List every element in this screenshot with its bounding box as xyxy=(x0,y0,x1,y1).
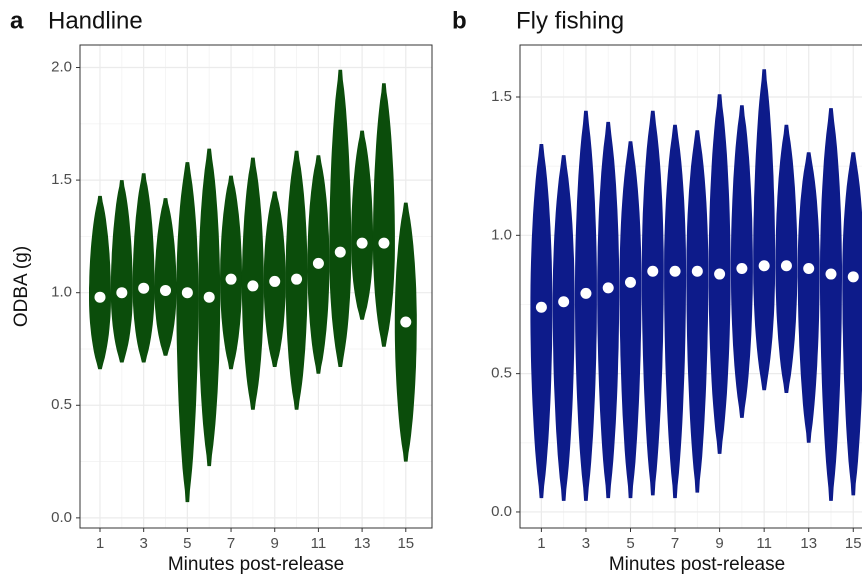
mean-point xyxy=(558,296,570,308)
violin xyxy=(351,130,374,320)
mean-point xyxy=(624,276,636,288)
y-tick-label: 0.0 xyxy=(491,503,512,520)
violin xyxy=(220,175,242,370)
violin xyxy=(664,124,686,499)
mean-point xyxy=(803,263,815,275)
mean-point xyxy=(94,291,106,303)
x-tick-label: 1 xyxy=(537,535,545,552)
mean-point xyxy=(691,265,703,277)
mean-point xyxy=(669,265,681,277)
violin xyxy=(597,121,620,499)
x-axis-title: Minutes post-release xyxy=(609,554,785,575)
violin xyxy=(89,195,111,370)
y-tick-label: 0.5 xyxy=(51,396,72,413)
mean-point xyxy=(225,273,237,285)
y-tick-label: 1.5 xyxy=(51,171,72,188)
plot-border xyxy=(519,44,862,529)
violin xyxy=(329,69,352,368)
chart-title: Fly fishing xyxy=(516,7,624,34)
x-tick-label: 11 xyxy=(756,535,772,552)
mean-point xyxy=(400,316,412,328)
mean-point xyxy=(356,237,368,249)
x-tick-label: 15 xyxy=(397,535,414,552)
violin xyxy=(198,148,221,467)
mean-point xyxy=(269,275,281,287)
x-tick-label: 7 xyxy=(671,535,679,552)
mean-point xyxy=(181,287,193,299)
panel-label: a xyxy=(10,7,24,34)
mean-point xyxy=(535,301,547,313)
mean-point xyxy=(602,282,614,294)
chart-title: Handline xyxy=(48,7,143,34)
violin xyxy=(574,110,597,501)
mean-point xyxy=(312,257,324,269)
y-tick-label: 1.0 xyxy=(51,284,72,301)
mean-point xyxy=(714,268,726,280)
y-tick-label: 0.0 xyxy=(51,509,72,526)
violin xyxy=(730,105,753,418)
violin xyxy=(110,180,133,363)
violin xyxy=(753,69,776,391)
violin xyxy=(552,155,575,501)
x-tick-label: 13 xyxy=(354,535,371,552)
x-tick-label: 9 xyxy=(715,535,723,552)
mean-point xyxy=(138,282,150,294)
violin xyxy=(132,173,155,363)
mean-point xyxy=(378,237,390,249)
y-tick-label: 1.5 xyxy=(491,88,512,105)
violin xyxy=(641,110,664,496)
mean-point xyxy=(758,260,770,272)
violin xyxy=(394,202,417,462)
mean-point xyxy=(116,287,128,299)
mean-point xyxy=(780,260,792,272)
violin xyxy=(820,108,842,501)
x-tick-label: 3 xyxy=(140,535,148,552)
x-tick-label: 7 xyxy=(227,535,235,552)
y-tick-label: 1.0 xyxy=(491,226,512,243)
x-tick-label: 5 xyxy=(626,535,634,552)
x-tick-label: 5 xyxy=(183,535,191,552)
y-tick-label: 0.5 xyxy=(491,365,512,382)
x-axis-title: Minutes post-release xyxy=(168,554,344,575)
x-tick-label: 3 xyxy=(582,535,590,552)
x-tick-label: 11 xyxy=(311,535,327,552)
mean-point xyxy=(825,268,837,280)
mean-point xyxy=(203,291,215,303)
violin xyxy=(154,198,177,356)
mean-point xyxy=(334,246,346,258)
y-axis-title: ODBA (g) xyxy=(11,246,32,327)
mean-point xyxy=(291,273,303,285)
violin xyxy=(372,83,395,347)
x-tick-label: 15 xyxy=(845,535,862,552)
mean-point xyxy=(647,265,659,277)
plot-border xyxy=(79,44,433,529)
mean-point xyxy=(580,287,592,299)
violin xyxy=(797,152,820,443)
violin xyxy=(686,130,709,493)
mean-point xyxy=(160,284,172,296)
mean-point xyxy=(247,280,259,292)
violin xyxy=(530,144,553,499)
violin xyxy=(775,124,798,393)
violin xyxy=(842,152,862,496)
x-tick-label: 13 xyxy=(800,535,817,552)
y-tick-label: 2.0 xyxy=(51,58,72,75)
x-tick-label: 9 xyxy=(271,535,279,552)
x-tick-label: 1 xyxy=(96,535,104,552)
mean-point xyxy=(847,271,859,283)
violin xyxy=(619,141,642,499)
violin xyxy=(176,162,199,503)
panel-label: b xyxy=(452,7,467,34)
mean-point xyxy=(736,263,748,275)
